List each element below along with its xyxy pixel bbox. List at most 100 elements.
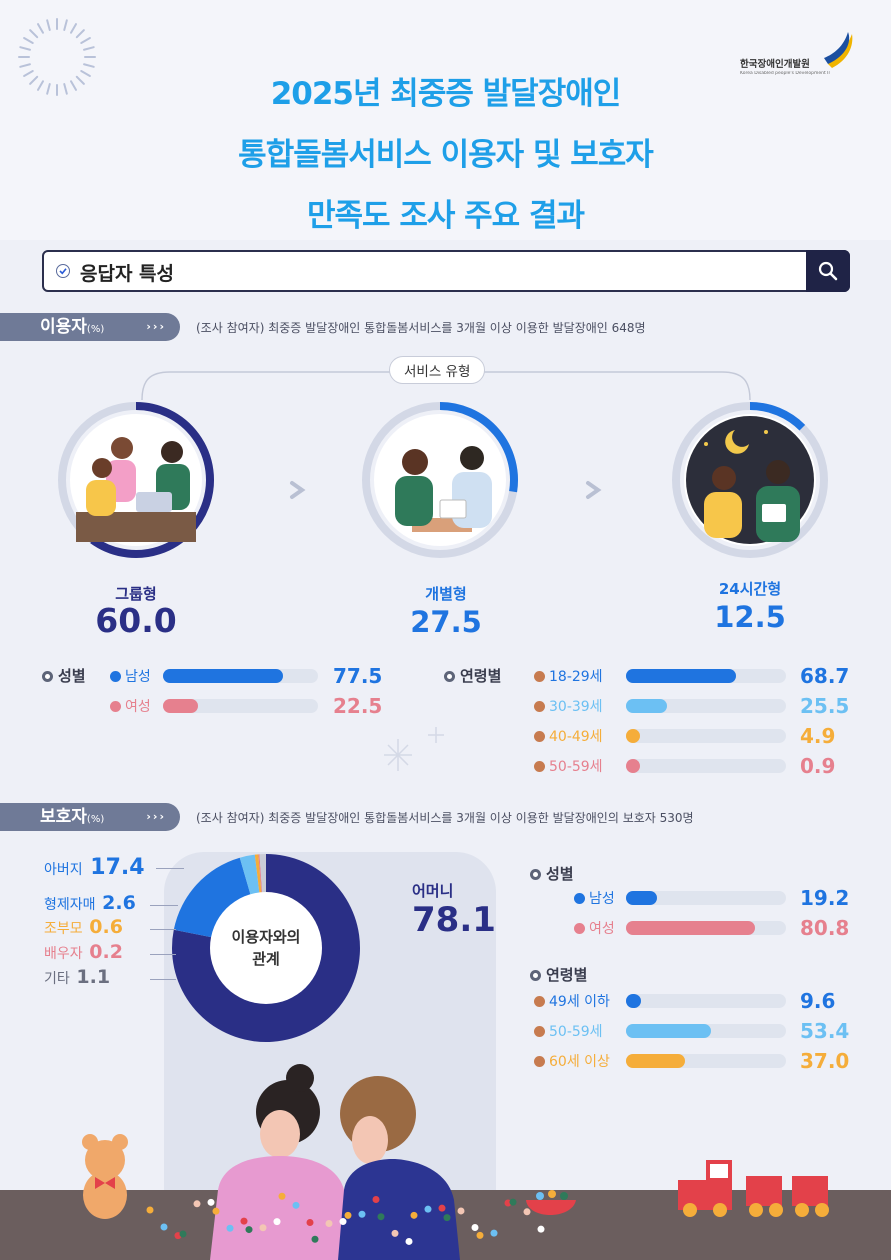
snowflake-decoration-icon: [384, 727, 444, 771]
bar-fill-남성: [626, 891, 657, 905]
title-line-2: 통합돌봄서비스 이용자 및 보호자: [238, 137, 654, 173]
bead: [325, 1220, 333, 1228]
bar-value: 37.0: [800, 1049, 850, 1073]
sparkle-ray: [46, 19, 51, 31]
relation-leader-line: [150, 954, 176, 955]
person-icon: [534, 996, 545, 1007]
search-button[interactable]: [806, 250, 850, 292]
institute-logo-name: 한국장애인개발원: [740, 59, 810, 70]
bullet-icon: [42, 671, 53, 682]
group-care-illustration: [76, 420, 196, 542]
bar-category: 여성: [589, 921, 615, 937]
bead: [339, 1218, 347, 1226]
users-section-tab: 이용자(%) ›››: [0, 313, 180, 341]
bar-value: 80.8: [800, 916, 850, 940]
bead: [146, 1206, 154, 1214]
bar-value: 0.9: [800, 754, 836, 778]
individual-care-illustration: [395, 446, 492, 532]
sparkle-ray: [63, 83, 68, 95]
bar-label: 여성: [110, 696, 151, 716]
bar-label: 50-59세: [534, 756, 603, 776]
bullet-icon: [444, 671, 455, 682]
bar-fill-49세 이하: [626, 994, 642, 1008]
sparkle-ray: [29, 75, 39, 85]
sparkle-ray: [75, 75, 85, 85]
guardians-tab-unit: (%): [86, 814, 105, 825]
bead: [377, 1213, 385, 1221]
bead: [311, 1235, 319, 1243]
bar-category: 여성: [125, 699, 151, 715]
bar-fill-30-39세: [626, 699, 667, 713]
relation-leader-line: [156, 868, 184, 869]
bar-value: 77.5: [333, 664, 383, 688]
sparkle-ray: [29, 29, 39, 39]
sparkle-ray: [37, 80, 44, 91]
bead: [240, 1217, 248, 1225]
search-bar-label: 응답자 특성: [80, 263, 175, 285]
donut-center-line-1: 이용자와의: [231, 928, 300, 946]
bar-track: [626, 729, 786, 743]
bead: [273, 1218, 281, 1226]
female-icon: [574, 923, 585, 934]
bead-bowl-icon: [526, 1190, 576, 1215]
relation-leader-line: [150, 979, 176, 980]
bead: [523, 1208, 531, 1216]
users-description: (조사 참여자) 최중증 발달장애인 통합돌봄서비스를 3개월 이상 이용한 발…: [196, 321, 646, 335]
bar-label: 40-49세: [534, 726, 603, 746]
sparkle-ray: [80, 70, 91, 77]
service-label-24h: 24시간형: [718, 580, 782, 598]
bead: [358, 1210, 366, 1218]
bar-value: 9.6: [800, 989, 836, 1013]
relation-value-mother: 78.1: [412, 900, 496, 940]
relation-leader-line: [150, 905, 178, 906]
relation-row: 배우자 0.2: [44, 941, 123, 963]
bead: [509, 1198, 517, 1206]
bar-track: [163, 699, 318, 713]
bead: [457, 1207, 465, 1215]
bar-value: 22.5: [333, 694, 383, 718]
bar-label: 여성: [574, 918, 615, 938]
toy-train-icon: [678, 1160, 829, 1217]
service-value-group: 60.0: [95, 601, 177, 640]
bead: [438, 1204, 446, 1212]
bar-category: 60세 이상: [549, 1054, 610, 1070]
bar-fill-60세 이상: [626, 1054, 686, 1068]
relation-row: 조부모 0.6: [44, 916, 123, 938]
next-arrow-icon: [290, 481, 306, 499]
donut-center-line-2: 관계: [252, 950, 280, 968]
bar-track: [626, 1024, 786, 1038]
section-search-bar[interactable]: 응답자 특성: [42, 250, 850, 292]
bead: [245, 1226, 253, 1234]
sparkle-ray: [46, 83, 51, 95]
sparkle-ray: [70, 80, 77, 91]
bar-category: 50-59세: [549, 1024, 603, 1040]
relation-row: 기타 1.1: [44, 966, 110, 988]
relation-row: 아버지 17.4: [44, 855, 145, 880]
arrow-dots-icon: ›››: [146, 320, 166, 333]
male-icon: [110, 671, 121, 682]
guardians-section-tab: 보호자(%) ›››: [0, 803, 180, 831]
sparkle-ray: [80, 37, 91, 44]
relation-donut-chart: 이용자와의 관계: [172, 854, 360, 1042]
person-icon: [534, 701, 545, 712]
bar-fill-남성: [163, 669, 284, 683]
bar-category: 40-49세: [549, 729, 603, 745]
bar-value: 19.2: [800, 886, 850, 910]
person-icon: [534, 1026, 545, 1037]
bar-label: 18-29세: [534, 666, 603, 686]
service-value-individual: 27.5: [410, 605, 482, 639]
relation-leader-line: [150, 929, 176, 930]
check-icon: [56, 264, 70, 278]
institute-logo-sub: Korea Disabled people's Development Inst…: [740, 71, 830, 76]
title-line-3: 만족도 조사 주요 결과: [306, 198, 585, 234]
bar-track: [626, 921, 786, 935]
service-label-group: 그룹형: [115, 585, 157, 603]
guardians-gender-title: 성별: [530, 863, 574, 884]
bead: [226, 1224, 234, 1232]
sparkle-ray: [23, 37, 34, 44]
bar-fill-40-49세: [626, 729, 640, 743]
bead: [490, 1229, 498, 1237]
service-type-chart: [58, 402, 828, 558]
users-tab-unit: (%): [86, 324, 105, 335]
users-gender-title: 성별: [42, 665, 86, 686]
